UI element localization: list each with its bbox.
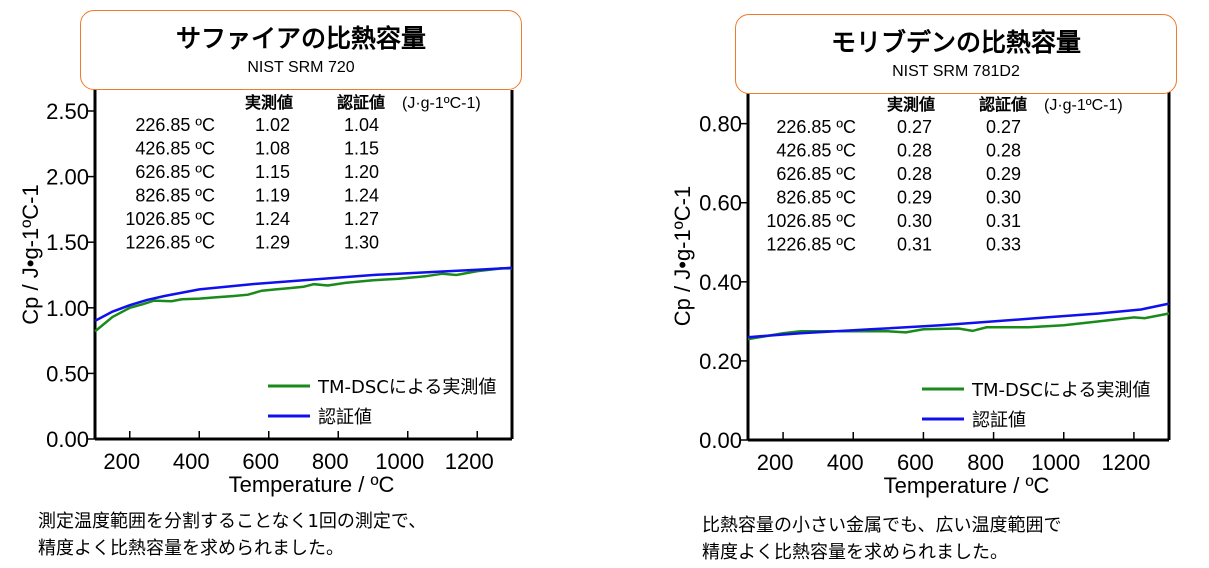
table-certified: 0.28: [986, 141, 1021, 161]
y-axis-label: Cp / J•g-1ºC-1: [670, 186, 695, 326]
series-line: [94, 266, 513, 323]
table-temperature: 1226.85 ºC: [125, 233, 215, 253]
chart-subtitle: NIST SRM 781D2: [892, 63, 1020, 80]
table-certified: 1.30: [344, 233, 379, 253]
caption-line: 測定温度範囲を分割することなく1回の測定で、: [38, 511, 427, 532]
table-temperature: 226.85 ºC: [135, 115, 215, 135]
x-tick-label: 200: [103, 449, 140, 474]
table-temperature: 226.85 ºC: [776, 117, 856, 137]
table-temperature: 826.85 ºC: [135, 186, 215, 206]
table-certified: 1.27: [344, 209, 379, 229]
chart-title: サファイアの比熱容量: [175, 24, 426, 53]
table-temperature: 426.85 ºC: [776, 141, 856, 161]
table-measured: 0.27: [897, 117, 932, 137]
x-tick-label: 1000: [1031, 450, 1080, 475]
x-tick-label: 800: [967, 450, 1004, 475]
table-measured: 0.29: [897, 188, 932, 208]
legend-label: TM-DSCによる実測値: [317, 377, 496, 398]
sapphire-title-box: サファイアの比熱容量 NIST SRM 720: [80, 10, 522, 90]
y-tick-label: 0.50: [46, 361, 89, 386]
table-temperature: 426.85 ºC: [135, 139, 215, 159]
y-tick-label: 0.00: [699, 428, 742, 453]
series-line: [747, 302, 1170, 339]
table-unit: (J·g-1ºC-1): [402, 95, 481, 112]
table-measured: 1.19: [255, 186, 290, 206]
table-unit: (J·g-1ºC-1): [1044, 97, 1123, 114]
table-temperature: 1026.85 ºC: [766, 211, 856, 231]
table-temperature: 626.85 ºC: [776, 164, 856, 184]
sapphire-caption: 測定温度範囲を分割することなく1回の測定で、 精度よく比熱容量を求められました。: [38, 508, 426, 562]
chart-subtitle: NIST SRM 720: [247, 59, 355, 76]
x-tick-label: 400: [827, 450, 864, 475]
x-tick-label: 600: [897, 450, 934, 475]
table-measured: 0.31: [897, 235, 932, 255]
x-tick-label: 1200: [1101, 450, 1150, 475]
table-header: 実測値: [245, 93, 293, 112]
x-tick-label: 400: [173, 449, 210, 474]
y-tick-label: 0.20: [699, 349, 742, 374]
table-header: 認証値: [337, 93, 385, 112]
table-temperature: 1226.85 ºC: [766, 235, 856, 255]
x-axis-label: Temperature / ºC: [884, 473, 1050, 498]
table-certified: 1.04: [344, 115, 379, 135]
table-certified: 1.20: [344, 162, 379, 182]
table-header: 実測値: [887, 95, 935, 114]
series-line: [747, 312, 1170, 341]
table-measured: 1.24: [255, 209, 290, 229]
table-certified: 0.27: [986, 117, 1021, 137]
legend-label: 認証値: [318, 407, 372, 428]
table-measured: 0.30: [897, 211, 932, 231]
chart-title: モリブデンの比熱容量: [830, 28, 1081, 57]
table-certified: 1.24: [344, 186, 379, 206]
y-tick-label: 0.00: [46, 427, 89, 452]
y-tick-label: 2.50: [46, 99, 89, 124]
legend-label: TM-DSCによる実測値: [971, 380, 1150, 401]
y-axis-label: Cp / J•g-1ºC-1: [18, 184, 43, 324]
molybdenum-title-box: モリブデンの比熱容量 NIST SRM 781D2: [735, 14, 1177, 94]
caption-line: 比熱容量の小さい金属でも、広い温度範囲で: [702, 515, 1062, 536]
table-certified: 0.33: [986, 235, 1021, 255]
table-measured: 0.28: [897, 164, 932, 184]
table-temperature: 1026.85 ºC: [125, 209, 215, 229]
x-tick-label: 1000: [375, 449, 424, 474]
table-measured: 1.15: [255, 162, 290, 182]
table-header: 認証値: [979, 95, 1027, 114]
y-tick-label: 1.50: [46, 230, 89, 255]
table-measured: 1.29: [255, 233, 290, 253]
y-tick-label: 0.80: [699, 112, 742, 137]
table-measured: 1.02: [255, 115, 290, 135]
table-certified: 1.15: [344, 139, 379, 159]
y-tick-label: 0.60: [699, 191, 742, 216]
table-measured: 1.08: [255, 139, 290, 159]
table-certified: 0.29: [986, 164, 1021, 184]
x-tick-label: 200: [757, 450, 794, 475]
table-temperature: 626.85 ºC: [135, 162, 215, 182]
table-certified: 0.31: [986, 211, 1021, 231]
x-tick-label: 800: [312, 449, 349, 474]
y-tick-label: 2.00: [46, 165, 89, 190]
table-certified: 0.30: [986, 188, 1021, 208]
legend-label: 認証値: [972, 410, 1026, 431]
y-tick-label: 1.00: [46, 296, 89, 321]
x-tick-label: 600: [242, 449, 279, 474]
x-tick-label: 1200: [445, 449, 494, 474]
molybdenum-caption: 比熱容量の小さい金属でも、広い温度範囲で 精度よく比熱容量を求められました。: [702, 512, 1061, 566]
caption-line: 精度よく比熱容量を求められました。: [702, 542, 1008, 563]
caption-line: 精度よく比熱容量を求められました。: [38, 538, 344, 559]
table-temperature: 826.85 ºC: [776, 188, 856, 208]
y-tick-label: 0.40: [699, 270, 742, 295]
series-line: [94, 267, 512, 333]
table-measured: 0.28: [897, 141, 932, 161]
x-axis-label: Temperature / ºC: [229, 472, 395, 497]
